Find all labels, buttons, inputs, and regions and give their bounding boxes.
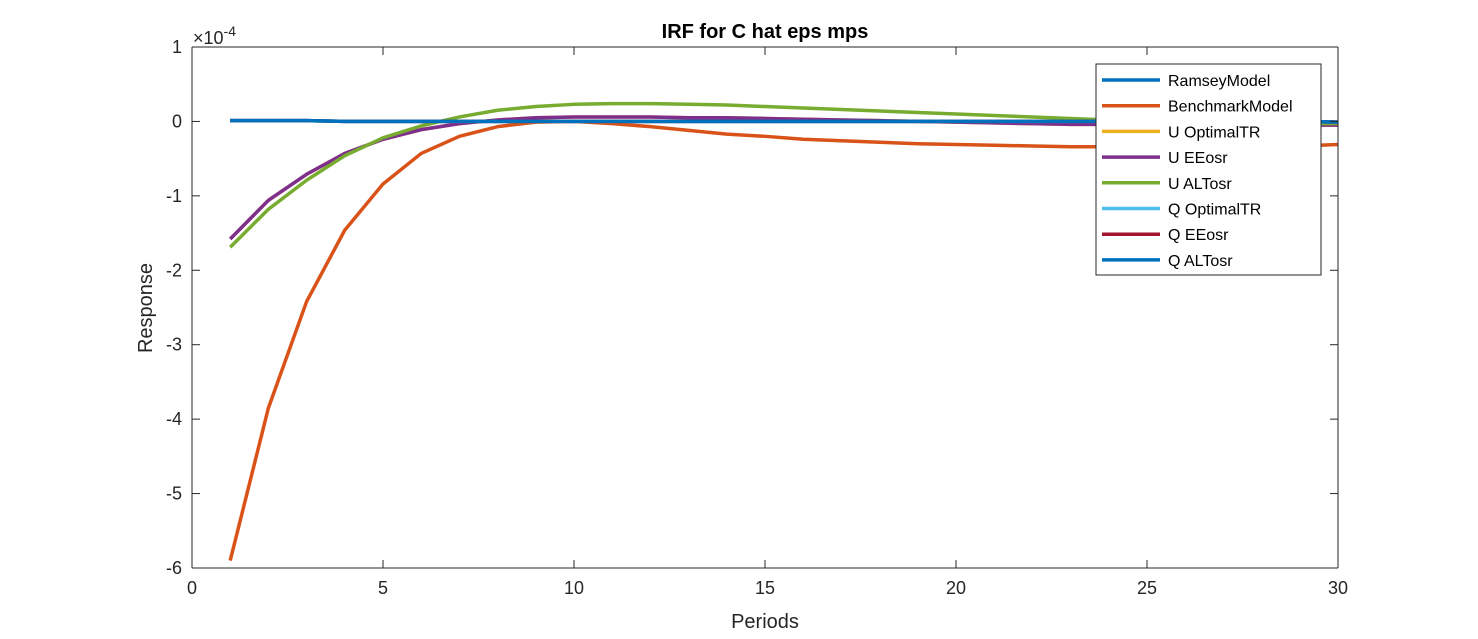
legend-label-8: Q ALTosr — [1168, 253, 1233, 270]
y-exponent-power: -4 — [224, 23, 237, 39]
x-tick-label: 25 — [1137, 578, 1157, 598]
x-tick-label: 30 — [1328, 578, 1348, 598]
y-tick-label: -1 — [166, 186, 182, 206]
legend-label-4: U EEosr — [1168, 150, 1228, 167]
y-tick-label: -2 — [166, 260, 182, 280]
y-tick-label: -3 — [166, 335, 182, 355]
x-tick-label: 0 — [187, 578, 197, 598]
x-tick-label: 20 — [946, 578, 966, 598]
x-tick-label: 15 — [755, 578, 775, 598]
y-tick-label: 1 — [172, 37, 182, 57]
legend-label-3: U OptimalTR — [1168, 124, 1260, 141]
y-tick-label: -4 — [166, 409, 182, 429]
legend-box — [1095, 63, 1322, 276]
y-exponent: ×10-4 — [193, 23, 236, 48]
x-tick-label: 10 — [564, 578, 584, 598]
legend-items: RamseyModel BenchmarkModel U OptimalTR U EE… — [1102, 73, 1293, 270]
y-exponent-base: ×10 — [193, 28, 224, 48]
legend-label-2: BenchmarkModel — [1168, 99, 1293, 116]
y-tick-label: 0 — [172, 111, 182, 131]
y-tick-label: -5 — [166, 484, 182, 504]
legend-label-5: U ALTosr — [1168, 176, 1232, 193]
x-tick-label: 5 — [378, 578, 388, 598]
x-axis-label: Periods — [731, 611, 799, 633]
legend: RamseyModel BenchmarkModel U OptimalTR U EE… — [1095, 63, 1322, 276]
legend-label-1: RamseyModel — [1168, 73, 1270, 90]
chart-title: IRF for C hat eps mps — [662, 21, 869, 43]
legend-label-6: Q OptimalTR — [1168, 202, 1261, 219]
y-tick-label: -6 — [166, 558, 182, 578]
legend-label-7: Q EEosr — [1168, 227, 1229, 244]
y-axis-label: Response — [135, 263, 157, 353]
